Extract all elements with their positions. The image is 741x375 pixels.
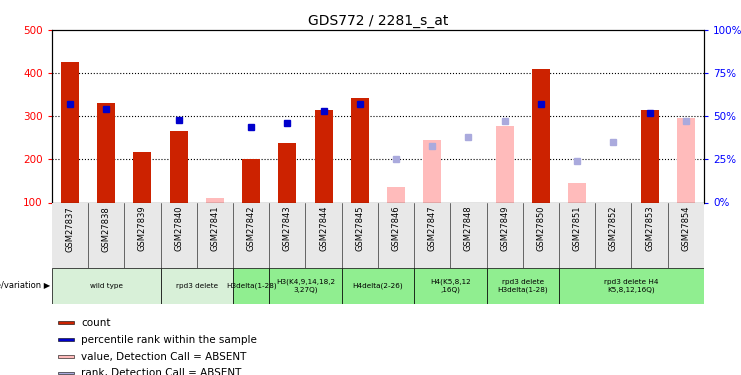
Text: GSM27851: GSM27851 (573, 206, 582, 251)
Text: count: count (82, 318, 110, 328)
Bar (487, 268, 559, 304)
Text: GSM27845: GSM27845 (355, 206, 365, 251)
Bar (59, 372, 74, 374)
Bar (161, 268, 233, 304)
Bar (97, 104, 116, 202)
Text: rank, Detection Call = ABSENT: rank, Detection Call = ABSENT (82, 368, 242, 375)
Text: GSM27853: GSM27853 (645, 206, 654, 251)
Text: GSM27850: GSM27850 (536, 206, 545, 251)
Bar (496, 126, 514, 202)
Text: GSM27849: GSM27849 (500, 206, 509, 251)
Text: GSM27852: GSM27852 (609, 206, 618, 251)
Text: H4delta(2-26): H4delta(2-26) (353, 283, 403, 289)
Text: GSM27854: GSM27854 (681, 206, 691, 251)
Text: H3delta(1-28): H3delta(1-28) (226, 283, 276, 289)
Bar (269, 268, 342, 304)
Text: GSM27846: GSM27846 (391, 206, 401, 251)
Text: GSM27837: GSM27837 (65, 206, 75, 252)
Bar (59, 321, 74, 324)
Bar (568, 183, 586, 203)
Bar (314, 110, 333, 202)
Text: wild type: wild type (90, 283, 123, 289)
Bar (279, 143, 296, 202)
Text: rpd3 delete
H3delta(1-28): rpd3 delete H3delta(1-28) (497, 279, 548, 292)
Text: value, Detection Call = ABSENT: value, Detection Call = ABSENT (82, 352, 247, 362)
Text: GSM27843: GSM27843 (283, 206, 292, 251)
Text: H3(K4,9,14,18,2
3,27Q): H3(K4,9,14,18,2 3,27Q) (276, 279, 335, 293)
Bar (133, 152, 151, 202)
Text: GSM27844: GSM27844 (319, 206, 328, 251)
Text: rpd3 delete: rpd3 delete (176, 283, 218, 289)
Text: GSM27848: GSM27848 (464, 206, 473, 251)
Bar (52, 268, 161, 304)
Bar (414, 268, 487, 304)
Text: GSM27842: GSM27842 (247, 206, 256, 251)
Bar (206, 198, 224, 202)
Text: GSM27841: GSM27841 (210, 206, 219, 251)
Bar (387, 188, 405, 202)
Text: GSM27838: GSM27838 (102, 206, 110, 252)
Text: GSM27839: GSM27839 (138, 206, 147, 251)
Bar (59, 338, 74, 341)
Bar (52, 202, 704, 268)
Bar (170, 131, 187, 203)
Text: percentile rank within the sample: percentile rank within the sample (82, 335, 257, 345)
Bar (61, 62, 79, 202)
Text: rpd3 delete H4
K5,8,12,16Q): rpd3 delete H4 K5,8,12,16Q) (604, 279, 659, 292)
Bar (242, 159, 260, 203)
Text: GSM27840: GSM27840 (174, 206, 183, 251)
Bar (677, 118, 695, 202)
Bar (423, 140, 442, 202)
Bar (59, 356, 74, 358)
Bar (342, 268, 414, 304)
Bar (350, 98, 369, 202)
Bar (532, 69, 550, 203)
Text: GSM27847: GSM27847 (428, 206, 436, 251)
Bar (233, 268, 269, 304)
Text: H4(K5,8,12
,16Q): H4(K5,8,12 ,16Q) (430, 279, 471, 293)
Bar (559, 268, 704, 304)
Title: GDS772 / 2281_s_at: GDS772 / 2281_s_at (308, 13, 448, 28)
Bar (640, 110, 659, 202)
Text: genotype/variation ▶: genotype/variation ▶ (0, 281, 50, 290)
